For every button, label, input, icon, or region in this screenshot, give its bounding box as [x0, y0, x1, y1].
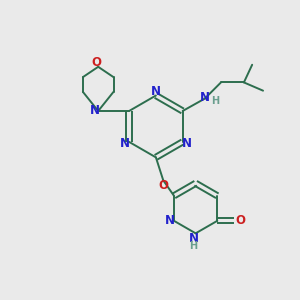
- Text: N: N: [90, 104, 100, 118]
- Text: N: N: [151, 85, 161, 98]
- Text: O: O: [158, 179, 168, 192]
- Text: N: N: [189, 232, 199, 245]
- Text: N: N: [120, 137, 130, 150]
- Text: O: O: [235, 214, 245, 227]
- Text: H: H: [189, 241, 197, 251]
- Text: N: N: [182, 137, 192, 150]
- Text: H: H: [211, 96, 219, 106]
- Text: O: O: [91, 56, 101, 70]
- Text: N: N: [200, 91, 210, 103]
- Text: N: N: [164, 214, 175, 227]
